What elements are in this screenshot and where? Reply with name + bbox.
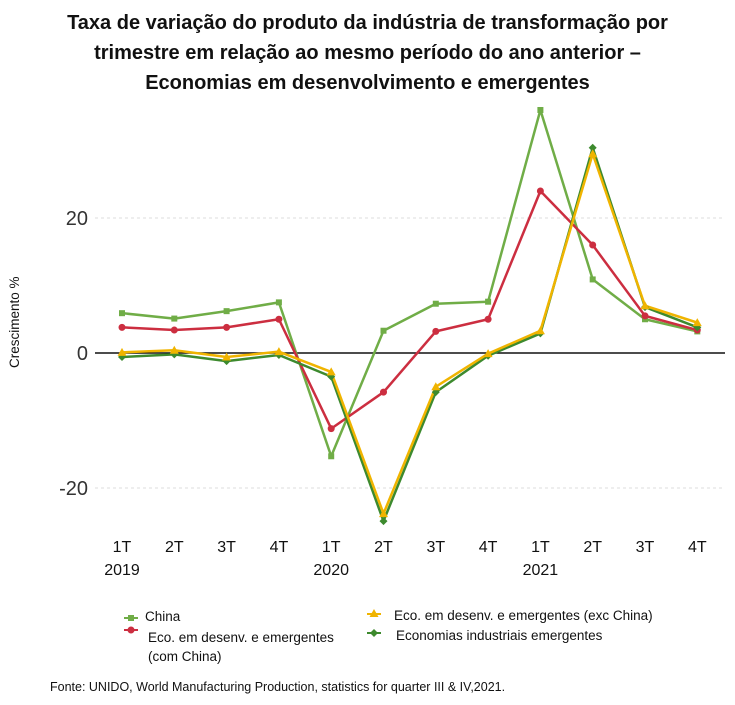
x-tick-label-9: 2T xyxy=(583,539,602,556)
x-tick-label-3: 4T xyxy=(270,539,289,556)
data-point-s1-8 xyxy=(536,187,544,195)
x-tick-label-7: 4T xyxy=(479,539,498,556)
chart-title-line-3: Economias em desenvolvimento e emergente… xyxy=(145,72,590,94)
legend-label-china: China xyxy=(145,609,181,624)
data-point-s0-1 xyxy=(171,315,178,322)
data-point-s0-9 xyxy=(589,276,596,283)
legend-label-com-china-line-2: (com China) xyxy=(148,649,222,664)
data-point-s2-3 xyxy=(274,347,284,356)
legend-label-industriais: Economias industriais emergentes xyxy=(396,628,603,643)
data-point-s1-0 xyxy=(118,323,126,331)
legend-label-exc-china: Eco. em desenv. e emergentes (exc China) xyxy=(394,608,653,623)
data-point-s1-2 xyxy=(223,323,231,331)
chart-title-line-1: Taxa de variação do produto da indústria… xyxy=(67,12,668,34)
x-tick-label-2: 3T xyxy=(217,539,236,556)
data-point-s0-6 xyxy=(432,300,439,307)
legend-swatch-china xyxy=(124,615,138,621)
x-year-label-2020: 2020 xyxy=(313,562,349,579)
data-point-s0-5 xyxy=(380,327,387,334)
data-point-s0-4 xyxy=(328,453,335,460)
x-year-label-2019: 2019 xyxy=(104,562,140,579)
data-point-s1-1 xyxy=(170,326,178,334)
series-line-3 xyxy=(121,146,698,523)
y-tick-label--20: -20 xyxy=(59,478,88,500)
x-tick-label-8: 1T xyxy=(531,539,550,556)
x-year-label-2021: 2021 xyxy=(523,562,559,579)
data-point-s2-4 xyxy=(326,367,336,376)
x-tick-label-4: 1T xyxy=(322,539,341,556)
data-point-s2-0 xyxy=(117,347,127,356)
data-point-s1-9 xyxy=(589,241,597,249)
x-tick-label-10: 3T xyxy=(636,539,655,556)
y-tick-label-20: 20 xyxy=(66,208,88,230)
legend-swatch-com-china xyxy=(124,626,138,634)
data-point-s1-10 xyxy=(641,312,649,320)
data-point-s2-9 xyxy=(588,149,598,158)
data-point-s1-3 xyxy=(275,315,283,323)
legend-swatch-industriais xyxy=(367,629,381,637)
x-tick-label-5: 2T xyxy=(374,539,393,556)
data-point-s2-8 xyxy=(535,326,545,335)
data-point-s2-7 xyxy=(483,349,493,358)
data-point-s0-2 xyxy=(223,308,230,315)
data-point-s0-0 xyxy=(119,310,125,317)
data-point-s2-5 xyxy=(379,509,388,518)
data-point-s2-11 xyxy=(692,318,702,327)
data-point-s3-9 xyxy=(588,143,597,152)
data-point-s1-4 xyxy=(327,425,335,433)
chart-title: Taxa de variação do produto da indústria… xyxy=(20,8,715,98)
data-point-s3-5 xyxy=(379,517,388,526)
data-point-s0-3 xyxy=(275,299,282,306)
data-point-s0-7 xyxy=(485,298,492,305)
data-point-s2-10 xyxy=(640,301,650,310)
series-line-1 xyxy=(121,189,698,430)
data-point-s0-8 xyxy=(537,107,544,113)
data-point-s2-2 xyxy=(222,352,232,361)
legend-label-com-china-line-1: Eco. em desenv. e emergentes xyxy=(148,630,334,645)
x-tick-label-11: 4T xyxy=(688,539,707,556)
legend-swatch-exc-china xyxy=(367,609,381,617)
data-point-s2-6 xyxy=(431,382,441,391)
x-tick-label-0: 1T xyxy=(113,539,132,556)
data-point-s2-1 xyxy=(169,345,179,354)
chart-title-line-2: trimestre em relação ao mesmo período do… xyxy=(94,42,641,64)
data-point-s1-5 xyxy=(380,388,387,396)
source-note: Fonte: UNIDO, World Manufacturing Produc… xyxy=(50,680,506,694)
data-point-s1-7 xyxy=(484,315,492,323)
x-tick-label-6: 3T xyxy=(426,539,445,556)
x-tick-label-1: 2T xyxy=(165,539,184,556)
y-tick-label-0: 0 xyxy=(77,343,88,365)
data-point-s1-6 xyxy=(432,327,440,335)
series-line-0 xyxy=(121,108,698,458)
series-line-2 xyxy=(121,152,698,515)
